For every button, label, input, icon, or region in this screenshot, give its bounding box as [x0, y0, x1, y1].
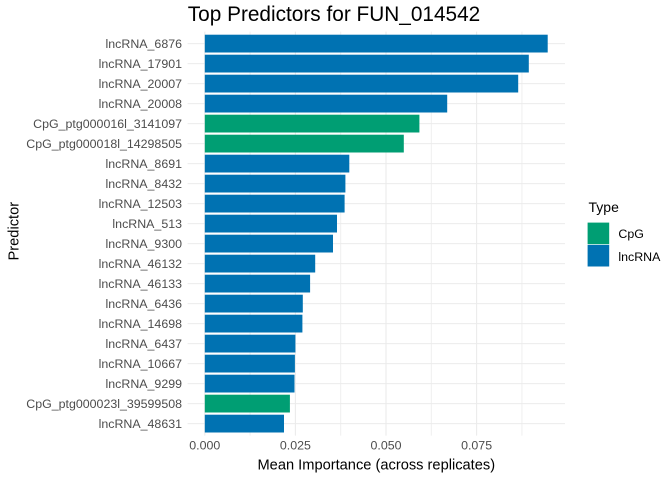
svg-text:0.025: 0.025 — [280, 439, 311, 453]
svg-text:Predictor: Predictor — [6, 202, 22, 261]
svg-text:CpG_ptg000023l_39599508: CpG_ptg000023l_39599508 — [26, 397, 182, 411]
svg-text:CpG_ptg000018l_14298505: CpG_ptg000018l_14298505 — [26, 137, 182, 151]
svg-text:lncRNA: lncRNA — [618, 250, 661, 264]
svg-text:lncRNA_20008: lncRNA_20008 — [99, 97, 182, 111]
svg-text:0.000: 0.000 — [189, 439, 220, 453]
svg-text:Top Predictors for FUN_014542: Top Predictors for FUN_014542 — [188, 3, 480, 26]
svg-text:0.075: 0.075 — [461, 439, 492, 453]
svg-text:lncRNA_9299: lncRNA_9299 — [106, 377, 183, 391]
svg-text:lncRNA_17901: lncRNA_17901 — [99, 57, 182, 71]
svg-text:lncRNA_9300: lncRNA_9300 — [106, 237, 183, 251]
svg-text:Type: Type — [589, 199, 620, 215]
svg-text:lncRNA_6436: lncRNA_6436 — [106, 297, 183, 311]
svg-text:lncRNA_12503: lncRNA_12503 — [99, 197, 182, 211]
svg-text:CpG_ptg000016l_3141097: CpG_ptg000016l_3141097 — [33, 117, 182, 131]
svg-text:lncRNA_513: lncRNA_513 — [112, 217, 182, 231]
svg-text:lncRNA_10667: lncRNA_10667 — [99, 357, 182, 371]
svg-text:lncRNA_46132: lncRNA_46132 — [99, 257, 182, 271]
svg-text:0.050: 0.050 — [370, 439, 401, 453]
svg-text:lncRNA_6437: lncRNA_6437 — [106, 337, 183, 351]
svg-text:CpG: CpG — [618, 227, 643, 241]
svg-text:lncRNA_8691: lncRNA_8691 — [106, 157, 183, 171]
svg-text:Mean Importance (across replic: Mean Importance (across replicates) — [257, 458, 495, 474]
svg-text:lncRNA_6876: lncRNA_6876 — [106, 37, 183, 51]
svg-text:lncRNA_14698: lncRNA_14698 — [99, 317, 182, 331]
svg-text:lncRNA_46133: lncRNA_46133 — [99, 277, 182, 291]
svg-text:lncRNA_20007: lncRNA_20007 — [99, 77, 182, 91]
svg-text:lncRNA_48631: lncRNA_48631 — [99, 417, 182, 431]
svg-text:lncRNA_8432: lncRNA_8432 — [106, 177, 183, 191]
